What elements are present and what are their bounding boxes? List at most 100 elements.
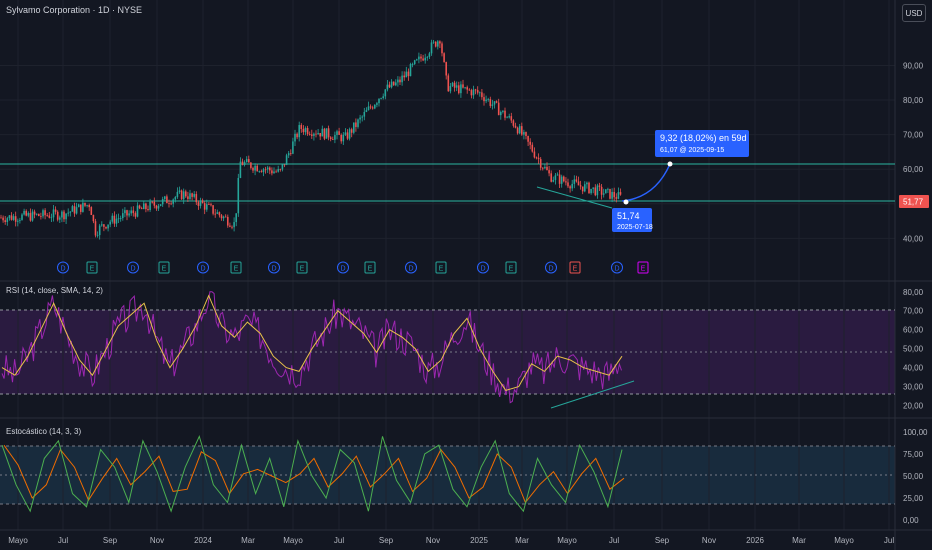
candle-body	[426, 56, 429, 58]
candle-body	[191, 193, 193, 197]
event-marker-label: E	[300, 266, 305, 273]
candle-body	[149, 201, 151, 210]
candle-body	[458, 85, 460, 94]
candle-body	[418, 56, 420, 60]
stoch-title[interactable]: Estocástico (14, 3, 3)	[6, 427, 81, 436]
candle-body	[29, 213, 32, 221]
candle-body	[128, 213, 130, 216]
dividend-marker[interactable]	[127, 261, 139, 274]
target-point[interactable]	[667, 161, 673, 167]
candle-body	[565, 181, 567, 183]
event-marker-label: D	[614, 266, 619, 273]
candle-body	[594, 187, 597, 196]
earnings-marker[interactable]	[637, 261, 649, 274]
candle-body	[401, 75, 403, 83]
last-price-badge	[899, 195, 929, 208]
dividend-marker[interactable]	[477, 261, 489, 274]
dividend-marker[interactable]	[337, 261, 349, 274]
candle-body	[472, 89, 475, 96]
candle-body	[250, 162, 252, 168]
candle-body	[283, 164, 286, 166]
dividend-marker[interactable]	[268, 261, 280, 274]
candle-body	[6, 218, 9, 222]
candle-body	[353, 122, 355, 133]
candle-body	[61, 211, 63, 218]
earnings-marker[interactable]	[296, 261, 308, 274]
stoch-axis[interactable]: 100,00 75,00 50,00 25,00 0,00	[903, 428, 928, 525]
earnings-marker[interactable]	[435, 261, 447, 274]
projection-arc[interactable]	[621, 163, 671, 202]
candle-body	[514, 125, 517, 128]
symbol-title[interactable]: Sylvamo Corporation · 1D · NYSE	[6, 5, 142, 15]
rsi-series	[1, 291, 623, 404]
candle-body	[399, 79, 401, 83]
time-tick-label: Sep	[103, 536, 118, 545]
candle-body	[481, 92, 483, 98]
rsi-axis[interactable]: 80,00 70,00 60,00 50,00 40,00 30,00 20,00	[903, 288, 924, 411]
event-marker-label: E	[573, 266, 578, 273]
candle-body	[71, 206, 74, 212]
dividend-marker[interactable]	[57, 261, 69, 274]
earnings-marker[interactable]	[569, 261, 581, 274]
rsi-trendline[interactable]	[550, 380, 635, 409]
candle-body	[571, 183, 573, 189]
candle-body	[107, 224, 109, 229]
candle-body	[462, 84, 464, 88]
dividend-marker[interactable]	[405, 261, 417, 274]
earnings-marker[interactable]	[158, 261, 170, 274]
rsi-title[interactable]: RSI (14, close, SMA, 14, 2)	[6, 286, 103, 295]
candle-body	[447, 75, 450, 92]
currency-button[interactable]: USD	[902, 4, 926, 22]
candle-body	[180, 190, 183, 200]
earnings-marker[interactable]	[505, 261, 517, 274]
candle-body	[619, 192, 622, 195]
candle-body	[109, 221, 111, 225]
candle-body	[56, 211, 59, 220]
candle-body	[8, 215, 11, 219]
candle-body	[544, 166, 546, 169]
earnings-marker[interactable]	[364, 261, 376, 274]
candle-body	[336, 131, 338, 136]
dividend-marker[interactable]	[545, 261, 557, 274]
dividend-marker[interactable]	[197, 261, 209, 274]
earnings-marker[interactable]	[230, 261, 242, 274]
candle-body	[262, 169, 265, 173]
earnings-marker[interactable]	[86, 261, 98, 274]
candle-body	[311, 134, 313, 136]
candle-body	[231, 226, 233, 228]
candle-body	[577, 181, 580, 186]
candle-body	[233, 222, 235, 228]
candle-body	[271, 170, 273, 174]
stoch-d-line	[3, 444, 625, 504]
candle-body	[132, 210, 135, 214]
candle-body	[178, 190, 181, 192]
candle-body	[248, 159, 250, 163]
time-tick-label: Mayo	[557, 536, 577, 545]
candle-body	[327, 128, 330, 138]
candle-body	[521, 126, 523, 135]
candle-body	[441, 43, 443, 54]
candle-body	[598, 185, 601, 187]
candle-body	[558, 174, 561, 184]
candle-body	[75, 207, 78, 214]
candle-body	[88, 205, 90, 208]
candle-body	[279, 169, 282, 170]
candle-body	[537, 157, 540, 160]
candle-body	[77, 204, 80, 208]
event-marker-label: D	[408, 266, 413, 273]
candle-body	[12, 216, 15, 220]
time-tick-label: 2025	[470, 536, 488, 545]
price-trendline[interactable]	[536, 186, 613, 209]
dividend-marker[interactable]	[611, 261, 623, 274]
time-axis[interactable]: Mayo Jul Sep Nov 2024 Mar Mayo Jul Sep Nov 2025 Mar…	[8, 536, 894, 545]
candle-body	[182, 191, 185, 200]
anchor-point[interactable]	[623, 199, 629, 205]
anchor-label-box	[612, 208, 652, 232]
rsi-tick-label: 60,00	[903, 326, 924, 335]
candle-body	[449, 86, 452, 92]
candle-body	[405, 71, 408, 78]
candle-body	[264, 169, 267, 171]
